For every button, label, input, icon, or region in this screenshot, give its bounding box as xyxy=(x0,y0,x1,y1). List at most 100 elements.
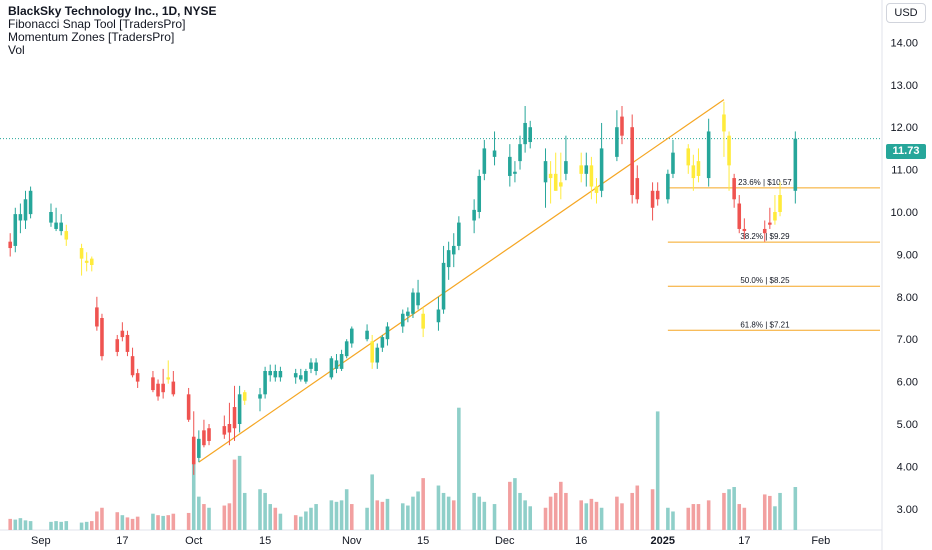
candle-body xyxy=(54,222,58,229)
volume-bar xyxy=(451,500,456,530)
volume-bar xyxy=(543,507,548,530)
x-tick-label: Nov xyxy=(342,535,362,547)
volume-bar xyxy=(778,492,782,530)
volume-bar xyxy=(151,513,155,530)
volume-bar xyxy=(421,478,425,530)
candle-body xyxy=(737,203,742,229)
volume-bar xyxy=(548,496,553,530)
candle-body xyxy=(472,209,476,221)
candle-body xyxy=(696,161,701,176)
candle-body xyxy=(349,328,354,344)
chart-legend: BlackSky Technology Inc., 1D, NYSE Fibon… xyxy=(8,5,217,57)
volume-bar xyxy=(482,501,487,530)
volume-bar xyxy=(380,501,385,530)
volume-bar xyxy=(59,521,63,530)
volume-bar xyxy=(406,505,410,530)
indicator-volume[interactable]: Vol xyxy=(8,43,25,57)
fib-level-label: 61.8% | $7.21 xyxy=(740,320,790,329)
candle-body xyxy=(293,373,298,378)
candle-body xyxy=(207,428,211,441)
volume-bar xyxy=(89,521,94,530)
candle-body xyxy=(436,309,441,323)
candle-body xyxy=(722,114,726,132)
volume-bar xyxy=(477,496,482,530)
volume-bar xyxy=(599,507,604,530)
volume-bar xyxy=(293,515,298,530)
candle-body xyxy=(411,292,415,314)
candle-body xyxy=(406,311,410,316)
candle-body xyxy=(548,173,553,179)
candle-body xyxy=(579,165,583,174)
volume-bar xyxy=(13,519,18,530)
currency-button[interactable]: USD xyxy=(886,3,926,23)
trend-line xyxy=(198,99,725,463)
volume-bar xyxy=(207,507,211,530)
x-tick-label: 16 xyxy=(575,535,587,547)
volume-bar xyxy=(441,492,446,530)
candle-body xyxy=(400,313,405,327)
candle-body xyxy=(584,165,589,174)
candle-body xyxy=(156,383,160,397)
volume-bar xyxy=(696,504,701,530)
volume-bar xyxy=(191,452,196,530)
volume-bar xyxy=(564,492,568,530)
candle-body xyxy=(518,144,522,162)
x-tick-label: 17 xyxy=(738,535,750,547)
y-tick-label: 10.00 xyxy=(890,207,918,219)
candle-body xyxy=(237,394,242,424)
y-tick-label: 6.00 xyxy=(897,377,918,389)
volume-bar xyxy=(18,518,23,530)
candle-body xyxy=(655,190,660,200)
candle-body xyxy=(528,127,533,143)
candle-body xyxy=(630,127,634,196)
volume-bar xyxy=(513,478,517,530)
candle-body xyxy=(304,371,308,382)
candle-body xyxy=(727,135,731,166)
candle-body xyxy=(615,127,619,157)
volume-bar xyxy=(655,411,660,530)
candle-body xyxy=(232,407,237,429)
x-tick-label: Feb xyxy=(811,535,830,547)
volume-bar xyxy=(304,511,308,530)
y-tick-label: 12.00 xyxy=(890,122,918,134)
volume-bar xyxy=(722,492,726,530)
candle-body xyxy=(691,165,696,179)
volume-bar xyxy=(8,518,12,530)
candle-body xyxy=(258,394,262,399)
symbol-title[interactable]: BlackSky Technology Inc., 1D, NYSE xyxy=(8,4,217,18)
volume-bar xyxy=(100,507,104,530)
volume-bar xyxy=(650,489,655,530)
volume-bar xyxy=(584,503,589,530)
candle-body xyxy=(599,148,604,191)
candle-body xyxy=(477,175,482,212)
volume-bar xyxy=(635,485,640,530)
candle-body xyxy=(650,190,655,208)
candle-body xyxy=(84,260,89,263)
x-tick-label: 17 xyxy=(116,535,128,547)
volume-bar xyxy=(278,513,283,530)
volume-bar xyxy=(375,500,380,530)
indicator-momentum[interactable]: Momentum Zones [TradersPro] xyxy=(8,30,175,44)
volume-bar xyxy=(727,489,731,530)
indicator-fibonacci[interactable]: Fibonacci Snap Tool [TradersPro] xyxy=(8,17,186,31)
volume-bar xyxy=(344,489,349,530)
volume-bar xyxy=(237,455,242,530)
candle-body xyxy=(125,334,130,352)
candle-body xyxy=(171,381,176,395)
y-tick-label: 14.00 xyxy=(890,37,918,49)
candle-body xyxy=(100,318,104,357)
candle-body xyxy=(273,371,278,378)
candle-body xyxy=(380,337,385,348)
candle-body xyxy=(762,228,767,234)
volume-bar xyxy=(79,522,84,530)
candle-body xyxy=(13,214,18,246)
volume-bar xyxy=(202,504,206,530)
x-tick-label: 15 xyxy=(417,535,429,547)
volume-bar xyxy=(528,506,533,530)
volume-bar xyxy=(492,504,497,530)
candle-body xyxy=(778,195,782,212)
candle-body xyxy=(120,330,125,338)
candle-body xyxy=(564,161,568,174)
volume-bar xyxy=(125,517,130,530)
